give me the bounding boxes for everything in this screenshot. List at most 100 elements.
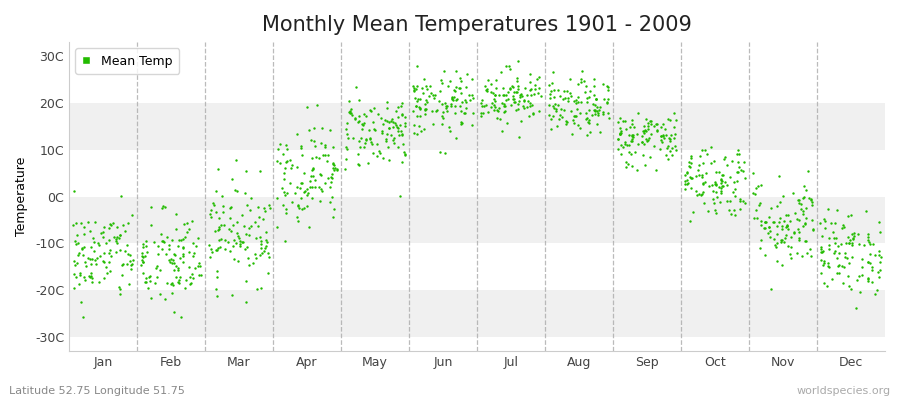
Point (84, 261, 98, 268)
Point (652, 146, 667, 152)
Point (861, 278, 876, 284)
Point (507, 96, 521, 102)
Point (104, 221, 118, 227)
Point (253, 167, 267, 174)
Point (100, 270, 114, 276)
Point (857, 242, 871, 249)
Point (589, 96, 603, 102)
Point (872, 218, 886, 225)
Point (552, 116, 566, 122)
Point (795, 253, 809, 259)
Point (841, 272, 855, 279)
Point (140, 279, 154, 285)
Point (571, 122, 585, 128)
Point (302, 127, 317, 134)
Point (853, 289, 868, 295)
Point (446, 86, 461, 93)
Point (227, 256, 241, 262)
Point (164, 281, 178, 287)
Point (445, 94, 459, 100)
Point (668, 131, 682, 138)
Point (253, 233, 267, 240)
Point (121, 220, 135, 226)
Point (546, 87, 561, 93)
Point (507, 88, 521, 95)
Point (873, 228, 887, 235)
Point (87, 239, 102, 245)
Point (662, 156, 676, 163)
Point (238, 168, 253, 174)
Point (557, 88, 572, 94)
Point (487, 102, 501, 108)
Point (185, 274, 200, 281)
Point (301, 190, 315, 196)
Point (312, 171, 327, 177)
Point (113, 291, 128, 298)
Point (551, 86, 565, 93)
Point (103, 267, 117, 274)
Point (589, 108, 603, 114)
Point (495, 100, 509, 106)
Point (701, 208, 716, 214)
Point (517, 105, 531, 111)
Point (498, 102, 512, 109)
Point (308, 184, 322, 190)
Point (485, 100, 500, 107)
Point (135, 256, 149, 263)
Point (599, 99, 614, 105)
Point (325, 175, 339, 181)
Point (758, 224, 772, 231)
Point (510, 58, 525, 64)
Point (92, 279, 106, 285)
Point (356, 122, 370, 128)
Point (714, 177, 728, 183)
Point (410, 112, 425, 119)
Point (621, 161, 635, 167)
Point (443, 128, 457, 134)
Point (847, 233, 861, 240)
Point (177, 221, 192, 227)
Point (77, 273, 92, 280)
Point (415, 85, 429, 91)
Point (630, 110, 644, 116)
Point (864, 278, 878, 285)
Point (696, 181, 710, 188)
Point (851, 272, 866, 279)
Point (464, 122, 479, 129)
Point (363, 107, 377, 113)
Point (545, 68, 560, 75)
Point (283, 157, 297, 163)
Point (778, 234, 792, 241)
Point (439, 108, 454, 114)
Point (618, 164, 633, 170)
Point (83, 274, 97, 280)
Point (185, 218, 200, 224)
Point (448, 135, 463, 141)
Point (489, 84, 503, 91)
Point (104, 222, 119, 229)
Point (167, 309, 182, 316)
Point (458, 110, 473, 116)
Point (311, 155, 326, 161)
Point (318, 142, 332, 148)
Legend: Mean Temp: Mean Temp (76, 48, 179, 74)
Point (770, 240, 785, 246)
Point (780, 242, 795, 249)
Point (395, 141, 410, 148)
Point (779, 224, 794, 230)
Point (351, 161, 365, 167)
Point (87, 219, 102, 226)
Point (239, 278, 254, 284)
Point (192, 272, 206, 278)
Point (102, 259, 116, 266)
Point (836, 222, 850, 228)
Point (94, 230, 108, 236)
Point (389, 122, 403, 128)
Point (212, 224, 227, 230)
Point (860, 234, 875, 240)
Point (842, 240, 856, 246)
Point (293, 143, 308, 149)
Point (698, 170, 713, 176)
Point (319, 144, 333, 150)
Point (694, 192, 708, 198)
